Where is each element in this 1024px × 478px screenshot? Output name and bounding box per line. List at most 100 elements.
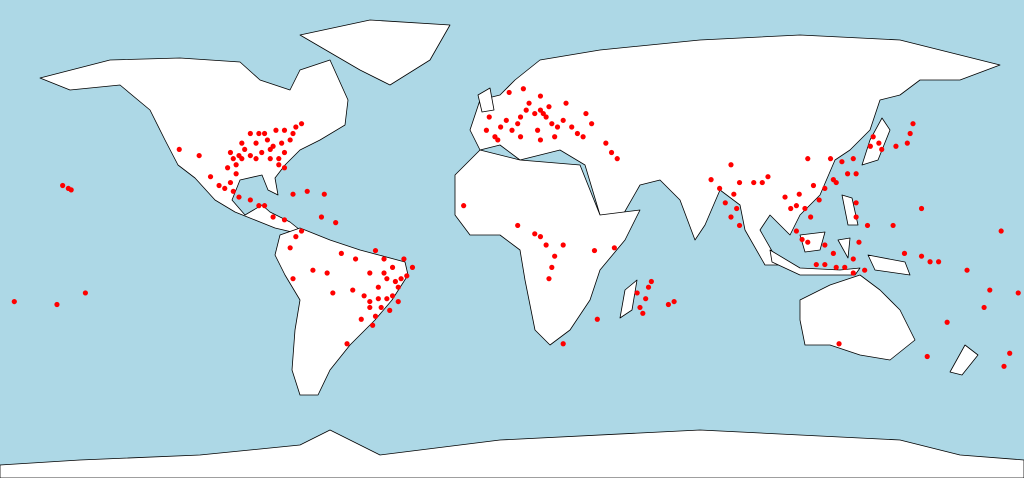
occurrence-dot bbox=[569, 124, 575, 130]
occurrence-dot bbox=[844, 171, 851, 177]
occurrence-dot bbox=[276, 162, 282, 168]
occurrence-dot bbox=[532, 231, 538, 237]
occurrence-dot bbox=[574, 130, 581, 137]
occurrence-dot bbox=[793, 228, 800, 234]
occurrence-dot bbox=[736, 222, 743, 229]
occurrence-dot bbox=[225, 165, 231, 171]
occurrence-dot bbox=[461, 203, 467, 209]
occurrence-dot bbox=[176, 146, 182, 153]
occurrence-dot bbox=[788, 205, 794, 212]
occurrence-dot bbox=[270, 214, 276, 220]
occurrence-dot bbox=[734, 205, 740, 212]
occurrence-dot bbox=[375, 296, 381, 302]
occurrence-dot bbox=[333, 220, 339, 226]
occurrence-dot bbox=[987, 287, 993, 293]
occurrence-dot bbox=[523, 107, 529, 113]
occurrence-dot bbox=[350, 287, 356, 293]
occurrence-dot bbox=[594, 316, 600, 322]
occurrence-dot bbox=[372, 313, 379, 319]
new-zealand bbox=[949, 344, 979, 376]
occurrence-dot bbox=[802, 205, 808, 212]
occurrence-dot bbox=[534, 127, 541, 133]
north-america bbox=[39, 57, 349, 233]
occurrence-dot bbox=[287, 245, 293, 251]
occurrence-dot bbox=[389, 293, 396, 299]
occurrence-dot bbox=[867, 143, 873, 149]
occurrence-dot bbox=[537, 107, 544, 113]
occurrence-dot bbox=[276, 156, 282, 162]
occurrence-dot bbox=[782, 194, 788, 200]
occurrence-dot bbox=[324, 270, 330, 276]
occurrence-dot bbox=[964, 267, 970, 273]
occurrence-dot bbox=[793, 203, 800, 209]
occurrence-dot bbox=[759, 179, 765, 186]
occurrence-dot bbox=[298, 228, 305, 234]
occurrence-dot bbox=[503, 117, 509, 123]
greenland bbox=[299, 19, 451, 86]
occurrence-dot bbox=[239, 140, 245, 146]
occurrence-dot bbox=[483, 127, 490, 133]
occurrence-dot bbox=[230, 188, 236, 194]
occurrence-dot bbox=[273, 127, 279, 133]
occurrence-dot bbox=[230, 156, 236, 162]
occurrence-dot bbox=[816, 197, 822, 203]
occurrence-dot bbox=[68, 187, 74, 193]
occurrence-dot bbox=[247, 152, 253, 159]
occurrence-dot bbox=[384, 276, 390, 282]
occurrence-dot bbox=[822, 185, 828, 192]
occurrence-dot bbox=[936, 259, 942, 265]
occurrence-dot bbox=[281, 149, 288, 156]
occurrence-dot bbox=[853, 171, 859, 177]
occurrence-dot bbox=[361, 293, 367, 299]
occurrence-dot bbox=[498, 124, 504, 130]
occurrence-dot bbox=[765, 174, 771, 180]
occurrence-dot bbox=[822, 261, 828, 268]
occurrence-dot bbox=[344, 341, 350, 347]
occurrence-dot bbox=[648, 278, 654, 285]
occurrence-dot bbox=[11, 298, 17, 305]
occurrence-dot bbox=[375, 284, 381, 290]
occurrence-dot bbox=[310, 267, 316, 273]
occurrence-dot bbox=[247, 130, 253, 137]
occurrence-dot bbox=[321, 191, 327, 197]
occurrence-dot bbox=[839, 159, 845, 165]
occurrence-dot bbox=[546, 276, 552, 282]
occurrence-dot bbox=[717, 185, 723, 192]
occurrence-dot bbox=[870, 134, 876, 140]
occurrence-dot bbox=[358, 316, 364, 322]
occurrence-dot bbox=[395, 284, 401, 290]
occurrence-dot bbox=[671, 298, 677, 305]
occurrence-dot bbox=[515, 222, 521, 229]
occurrence-dot bbox=[409, 264, 416, 270]
land bbox=[0, 19, 1024, 478]
occurrence-dot bbox=[583, 110, 589, 117]
occurrence-dot bbox=[253, 140, 259, 146]
occurrence-dot bbox=[799, 236, 805, 243]
occurrence-dot bbox=[517, 134, 524, 140]
uk bbox=[477, 87, 495, 113]
occurrence-dot bbox=[736, 179, 743, 186]
madagascar bbox=[619, 279, 638, 319]
occurrence-dot bbox=[580, 134, 586, 140]
occurrence-dot bbox=[222, 185, 228, 192]
japan bbox=[861, 117, 891, 166]
occurrence-dot bbox=[236, 194, 242, 200]
africa bbox=[454, 149, 641, 346]
occurrence-dot bbox=[1001, 363, 1007, 369]
occurrence-dot bbox=[552, 253, 558, 259]
occurrence-dot bbox=[560, 341, 566, 347]
occurrence-dot bbox=[401, 256, 407, 262]
occurrence-dot bbox=[614, 156, 620, 162]
occurrence-dot bbox=[833, 264, 839, 270]
occurrence-dot bbox=[796, 191, 802, 197]
occurrence-dot bbox=[853, 200, 859, 206]
occurrence-dot bbox=[495, 137, 501, 143]
occurrence-dot bbox=[404, 273, 410, 279]
occurrence-dot bbox=[856, 239, 862, 245]
occurrence-dot bbox=[330, 290, 336, 296]
occurrence-dot bbox=[384, 296, 390, 302]
occurrence-dot bbox=[998, 228, 1004, 234]
occurrence-dot bbox=[82, 290, 88, 296]
